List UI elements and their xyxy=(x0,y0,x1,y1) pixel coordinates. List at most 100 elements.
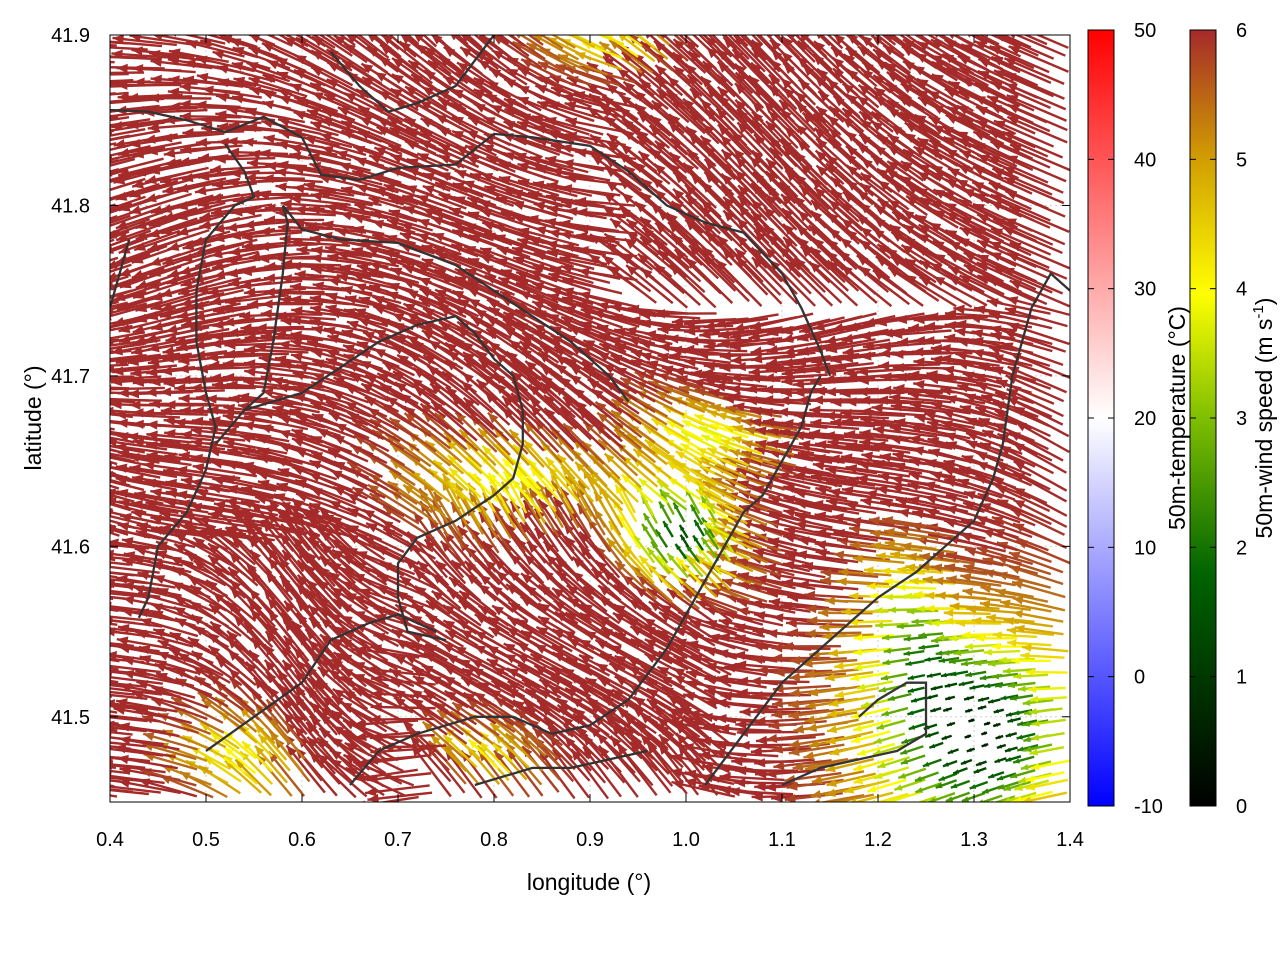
wind-arrow-head xyxy=(56,415,68,424)
wind-arrow-head xyxy=(84,313,96,322)
wind-arrow-shaft xyxy=(58,456,116,474)
wind-arrow-head xyxy=(90,567,101,576)
wind-arrow-head xyxy=(96,357,108,366)
wind-arrow-head xyxy=(77,484,89,493)
wind-arrow-head xyxy=(81,337,93,346)
wind-arrow-head xyxy=(87,574,98,583)
wind-arrow-head xyxy=(85,751,96,760)
wind-arrow-shaft xyxy=(50,588,113,599)
wind-arrow-head xyxy=(99,449,111,458)
wind-arrow-head xyxy=(68,781,80,790)
wind-arrow-head xyxy=(903,802,911,808)
wind-arrow-head xyxy=(58,455,70,464)
wind-arrow-head xyxy=(99,684,111,693)
wind-arrow-head xyxy=(73,439,85,448)
wind-arrow-shaft xyxy=(58,406,118,415)
wind-arrow-shaft xyxy=(48,685,112,696)
wind-arrow-head xyxy=(82,677,93,686)
wind-arrow-head xyxy=(61,469,73,478)
wind-arrow-head xyxy=(83,356,94,365)
wind-arrow-head xyxy=(74,394,85,403)
wind-arrow-head xyxy=(70,636,81,645)
wind-arrow-head xyxy=(52,755,64,764)
wind-arrow-head xyxy=(102,337,114,346)
wind-arrow-head xyxy=(104,699,116,708)
wind-arrow-head xyxy=(69,351,80,360)
wind-arrow-shaft xyxy=(49,749,113,760)
wind-arrow-head xyxy=(97,375,108,384)
wind-arrow-head xyxy=(96,711,108,720)
wind-arrow-head xyxy=(72,468,84,477)
wind-arrow-head xyxy=(56,477,68,486)
wind-arrow-head xyxy=(68,664,79,673)
wind-arrow-head xyxy=(59,425,71,434)
wind-arrow-shaft xyxy=(53,787,117,797)
wind-arrow-head xyxy=(99,744,111,753)
wind-arrow-head xyxy=(49,747,61,756)
wind-arrow-head xyxy=(72,344,84,353)
wind-arrow-head xyxy=(65,762,77,771)
wind-arrow-shaft xyxy=(49,576,112,587)
wind-arrow-shaft xyxy=(51,314,113,325)
wind-arrow-head xyxy=(87,665,98,674)
wind-arrow-head xyxy=(102,407,113,416)
wind-arrow-head xyxy=(57,309,69,318)
wind-arrow-head xyxy=(89,426,101,435)
wind-arrow-shaft xyxy=(53,329,115,337)
wind-arrow-shaft xyxy=(59,427,118,440)
wind-arrow-head xyxy=(92,461,104,470)
wind-arrow-head xyxy=(54,620,66,629)
wind-arrow-shaft xyxy=(98,399,162,400)
wind-arrow-head xyxy=(57,341,69,350)
wind-arrow-head xyxy=(86,473,98,482)
wind-arrow-head xyxy=(64,647,76,656)
wind-arrow-head xyxy=(69,600,81,609)
wind-arrow-head xyxy=(96,345,108,354)
wind-arrow-head xyxy=(89,539,100,548)
wind-arrow-head xyxy=(69,331,81,340)
wind-arrow-head xyxy=(74,413,85,422)
wind-arrow-head xyxy=(70,516,82,525)
wind-arrow-head xyxy=(84,772,95,781)
wind-arrow-head xyxy=(102,616,113,625)
wind-arrow-head xyxy=(90,588,101,597)
wind-arrow-shaft xyxy=(51,635,115,645)
wind-arrow-head xyxy=(72,613,83,622)
wind-arrow-shaft xyxy=(57,397,117,404)
wind-arrow-shaft xyxy=(54,623,118,633)
wind-arrow-head xyxy=(59,446,71,455)
wind-arrow-shaft xyxy=(58,507,116,527)
wind-arrow-head xyxy=(92,510,104,519)
wind-arrow-head xyxy=(71,461,83,470)
wind-arrow-head xyxy=(65,311,77,320)
wind-arrow-shaft xyxy=(56,491,114,511)
wind-arrow-head xyxy=(85,439,97,448)
wind-arrow-shaft xyxy=(54,673,118,683)
wind-arrow-head xyxy=(67,677,79,686)
wind-arrow-head xyxy=(66,738,78,747)
wind-arrow-head xyxy=(81,652,92,661)
wind-arrow-head xyxy=(55,598,67,607)
wind-arrow-head xyxy=(48,683,60,692)
wind-arrow-head xyxy=(72,565,83,574)
wind-arrow-head xyxy=(84,611,95,620)
wind-arrow-shaft xyxy=(56,478,113,498)
wind-arrow-shaft xyxy=(54,660,118,670)
wind-arrow-head xyxy=(88,451,100,460)
wind-arrow-head xyxy=(98,395,109,404)
wind-arrow-head xyxy=(53,332,65,341)
wind-arrow-head xyxy=(99,416,110,425)
wind-arrow-head xyxy=(72,406,83,415)
wind-arrow-head xyxy=(68,577,80,586)
wind-arrow-head xyxy=(95,366,106,375)
wind-arrow-head xyxy=(52,350,63,359)
wind-arrow-head xyxy=(92,521,104,530)
wind-arrow-head xyxy=(75,429,87,438)
wind-arrow-head xyxy=(50,773,62,782)
wind-arrow-shaft xyxy=(58,436,116,451)
wind-arrow-shaft xyxy=(55,568,117,578)
wind-arrow-head xyxy=(53,612,65,621)
wind-arrow-shaft xyxy=(53,615,117,625)
wind-arrow-head xyxy=(84,416,96,425)
